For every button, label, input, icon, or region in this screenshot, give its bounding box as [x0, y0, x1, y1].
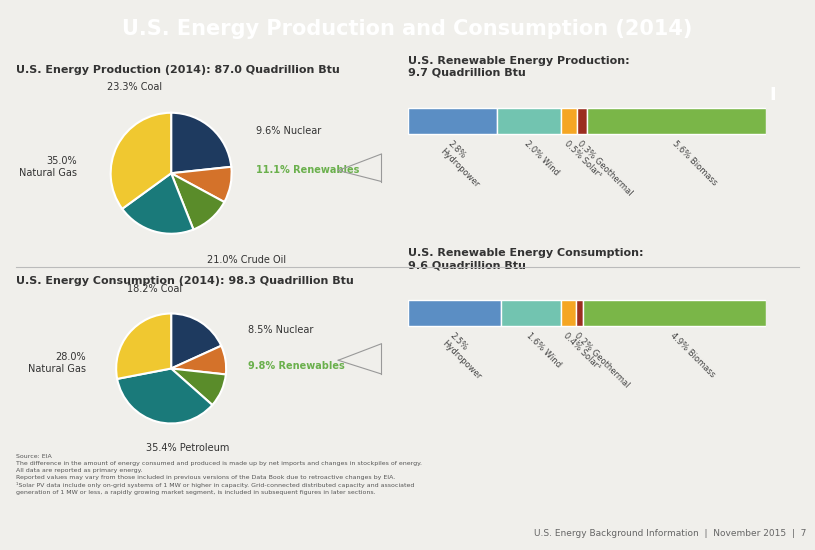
Text: U.S. Energy Production and Consumption (2014): U.S. Energy Production and Consumption (… — [122, 19, 693, 39]
Text: 23.3% Coal: 23.3% Coal — [108, 81, 162, 91]
Text: U.S. Energy Production (2014): 87.0 Quadrillion Btu: U.S. Energy Production (2014): 87.0 Quad… — [16, 65, 340, 75]
Text: U.S. Renewable Energy Consumption:
9.6 Quadrillion Btu: U.S. Renewable Energy Consumption: 9.6 Q… — [408, 249, 643, 270]
Wedge shape — [171, 173, 224, 229]
Text: 0.5% Solar¹: 0.5% Solar¹ — [563, 139, 603, 180]
Text: 35.4% Petroleum: 35.4% Petroleum — [146, 443, 229, 453]
Wedge shape — [171, 368, 226, 405]
Text: 1.6% Wind: 1.6% Wind — [524, 332, 562, 370]
Wedge shape — [171, 346, 226, 375]
Text: 4.9% Biomass: 4.9% Biomass — [668, 332, 716, 379]
Wedge shape — [171, 167, 231, 202]
Text: 0.2% Geothermal: 0.2% Geothermal — [573, 332, 632, 390]
Text: 21.0% Crude Oil: 21.0% Crude Oil — [208, 255, 287, 265]
Text: 9.6% Nuclear: 9.6% Nuclear — [256, 126, 321, 136]
Bar — [497, 108, 562, 134]
Text: U.S. Renewable Energy Production:
9.7 Quadrillion Btu: U.S. Renewable Energy Production: 9.7 Qu… — [408, 56, 629, 78]
Wedge shape — [171, 314, 221, 369]
Text: 2.0% Wind: 2.0% Wind — [522, 139, 561, 177]
Wedge shape — [122, 173, 193, 234]
Text: 28.0%
Natural Gas: 28.0% Natural Gas — [28, 352, 86, 374]
Wedge shape — [117, 368, 213, 424]
Text: 0.4% Solar¹: 0.4% Solar¹ — [562, 332, 602, 372]
Text: 5.6% Biomass: 5.6% Biomass — [670, 139, 718, 187]
Bar — [583, 300, 766, 326]
Wedge shape — [171, 113, 231, 173]
Text: 2.5%
Hydropower: 2.5% Hydropower — [440, 332, 491, 382]
Text: 35.0%
Natural Gas: 35.0% Natural Gas — [20, 156, 77, 178]
Bar — [587, 108, 766, 134]
Bar — [577, 108, 587, 134]
Text: Source: EIA
The difference in the amount of energy consumed and produced is made: Source: EIA The difference in the amount… — [16, 454, 422, 495]
Bar — [408, 108, 497, 134]
Bar — [501, 300, 561, 326]
Text: 9.8% Renewables: 9.8% Renewables — [248, 361, 345, 371]
Wedge shape — [117, 314, 171, 379]
Bar — [575, 300, 583, 326]
Text: U.S. Energy Background Information  |  November 2015  |  7: U.S. Energy Background Information | Nov… — [535, 529, 807, 538]
Text: U.S. Energy Consumption (2014): 98.3 Quadrillion Btu: U.S. Energy Consumption (2014): 98.3 Qua… — [16, 276, 354, 285]
Text: 18.2% Coal: 18.2% Coal — [127, 284, 183, 294]
Wedge shape — [111, 113, 171, 209]
Text: 11.1% Renewables: 11.1% Renewables — [256, 165, 359, 175]
Text: 0.3% Geothermal: 0.3% Geothermal — [575, 139, 634, 197]
Text: 8.5% Nuclear: 8.5% Nuclear — [248, 325, 314, 335]
Text: I: I — [769, 86, 776, 104]
Bar — [408, 300, 501, 326]
Bar — [561, 300, 575, 326]
Text: 2.8%
Hydropower: 2.8% Hydropower — [438, 139, 489, 189]
Bar — [562, 108, 577, 134]
